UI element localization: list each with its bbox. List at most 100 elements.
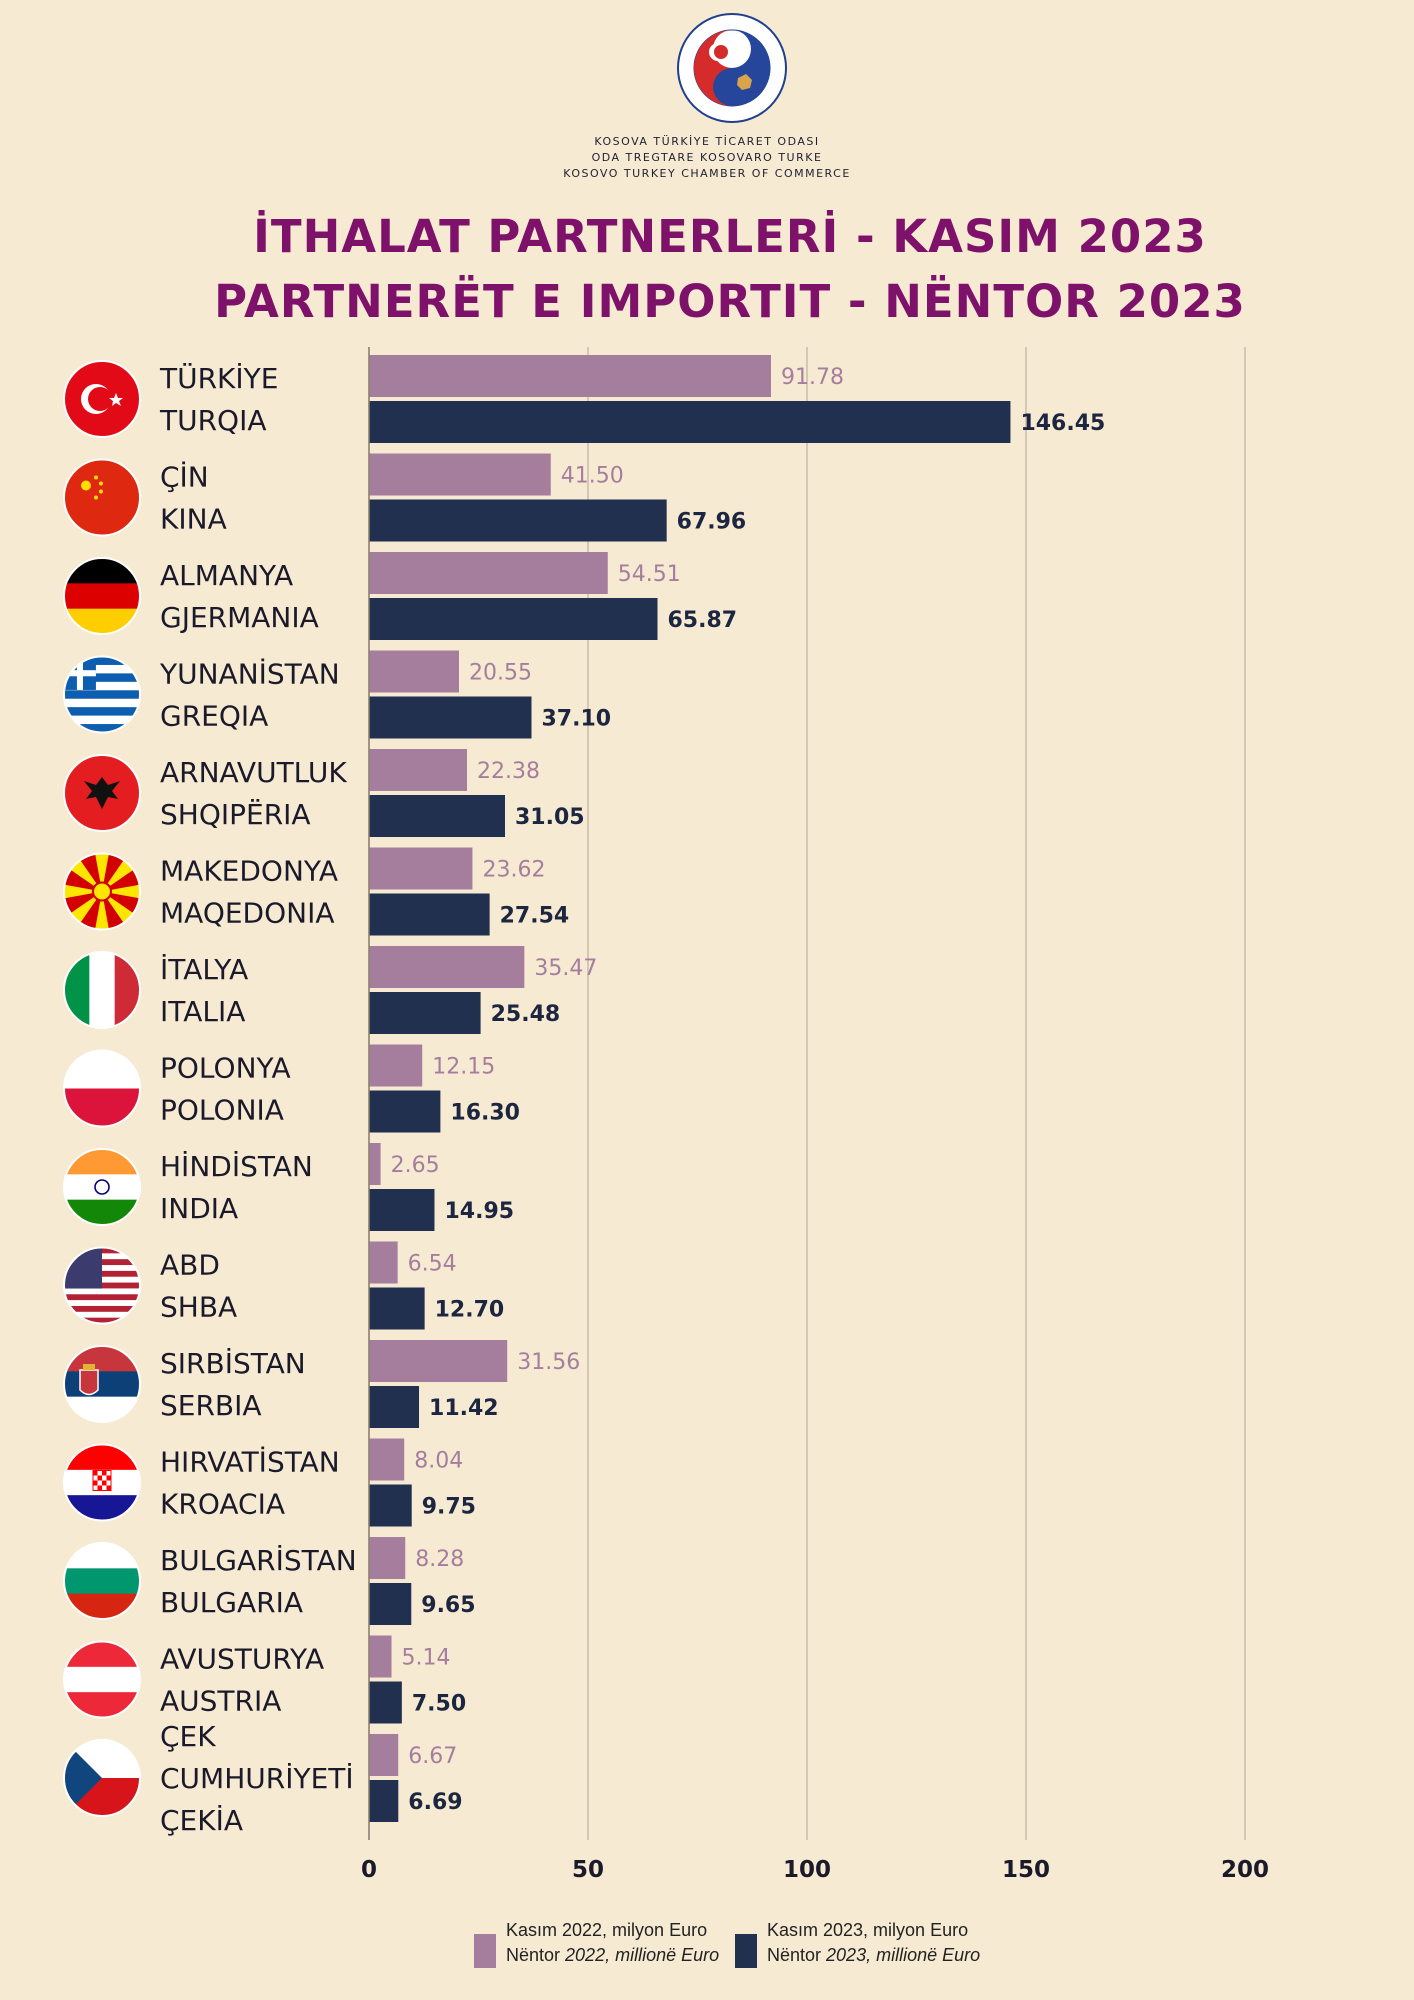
bulgaria-flag-icon (63, 1542, 141, 1620)
country-label: AVUSTURYA (160, 1643, 324, 1676)
legend-2022-line1: Kasım 2022, milyon Euro (506, 1920, 708, 1940)
country-label: HİNDİSTAN (160, 1150, 313, 1183)
bar-2023 (369, 1386, 420, 1428)
data-label-2023: 25.48 (491, 1002, 561, 1027)
data-label-2022: 31.56 (517, 1350, 580, 1375)
usa-flag-icon (63, 1246, 141, 1325)
data-label-2022: 41.50 (561, 464, 624, 489)
country-label: GREQIA (160, 700, 268, 733)
country-label: BULGARIA (160, 1586, 303, 1619)
country-label: TÜRKİYE (159, 361, 278, 395)
italy-flag-icon (63, 951, 141, 1029)
data-label-2023: 9.65 (421, 1593, 475, 1618)
data-label-2022: 91.78 (781, 365, 844, 390)
bar-2022 (369, 355, 771, 397)
country-label: BULGARİSTAN (160, 1544, 357, 1577)
country-label: KROACIA (160, 1488, 285, 1521)
country-label: MAKEDONYA (160, 855, 338, 888)
bar-2022 (369, 1143, 381, 1185)
legend-2023-line1: Kasım 2023, milyon Euro (767, 1920, 969, 1940)
austria-flag-icon (63, 1640, 141, 1719)
bar-2023 (369, 795, 505, 837)
org-line-2: ODA TREGTARE KOSOVARO TURKE (591, 151, 823, 164)
chart-subtitle: PARTNERËT E IMPORTIT - NËNTOR 2023 (214, 275, 1246, 328)
country-label: SIRBİSTAN (160, 1347, 306, 1380)
data-label-2023: 146.45 (1020, 411, 1105, 436)
data-label-2023: 6.69 (408, 1790, 462, 1815)
data-label-2022: 8.04 (414, 1449, 463, 1474)
country-label: ÇİN (160, 461, 209, 494)
north-macedonia-flag-icon (63, 852, 141, 931)
data-label-2022: 54.51 (618, 562, 681, 587)
country-label: POLONYA (160, 1052, 291, 1085)
country-label: ABD (160, 1249, 220, 1282)
bar-2022 (369, 749, 468, 791)
country-label: GJERMANIA (160, 601, 319, 634)
legend-2022-line2b: 2022, millionë Euro (565, 1945, 720, 1965)
data-label-2022: 35.47 (534, 956, 597, 981)
data-label-2023: 14.95 (444, 1199, 514, 1224)
legend-2023-line2b: 2023, millionë Euro (826, 1945, 981, 1965)
bar-2022 (369, 1044, 423, 1087)
bar-2022 (369, 1734, 399, 1776)
data-label-2022: 20.55 (469, 661, 532, 686)
bar-2023 (369, 1484, 412, 1527)
serbia-flag-icon (63, 1345, 141, 1423)
country-label: INDIA (160, 1192, 238, 1225)
x-tick-label: 200 (1221, 1857, 1269, 1883)
x-tick-label: 150 (1002, 1857, 1050, 1883)
turkey-flag-icon (63, 360, 141, 438)
bar-2022 (369, 453, 551, 496)
country-label: CUMHURİYETİ (160, 1762, 354, 1795)
bar-2023 (369, 1090, 441, 1133)
data-label-2023: 65.87 (668, 608, 738, 633)
data-label-2022: 6.54 (408, 1252, 457, 1277)
czech-flag-icon (63, 1739, 141, 1817)
data-label-2023: 12.70 (435, 1298, 505, 1323)
country-label: KINA (160, 503, 227, 536)
data-label-2023: 16.30 (450, 1101, 520, 1126)
bar-2023 (369, 1681, 402, 1724)
country-label: YUNANİSTAN (159, 658, 340, 691)
bar-2023 (369, 992, 481, 1034)
legend-2023-line2a: Nëntor (767, 1945, 827, 1965)
bar-2023 (369, 696, 532, 739)
x-tick-label: 100 (783, 1857, 831, 1883)
country-label: ARNAVUTLUK (160, 756, 347, 789)
bar-2023 (369, 401, 1011, 443)
country-label: ÇEK (160, 1720, 216, 1753)
bar-2022 (369, 650, 460, 693)
bar-2022 (369, 946, 525, 988)
data-label-2022: 23.62 (482, 858, 545, 883)
bar-2023 (369, 893, 490, 936)
data-label-2022: 6.67 (408, 1744, 457, 1769)
legend-swatch-2023 (735, 1934, 757, 1968)
legend-swatch-2022 (474, 1934, 496, 1968)
bar-chart: 0 50 100 150 200 TÜRKİYE TURQIA 91.78 146.45 ÇİN K… (63, 347, 1269, 1883)
data-label-2022: 2.65 (391, 1153, 440, 1178)
data-label-2022: 5.14 (402, 1646, 451, 1671)
chart-title: İTHALAT PARTNERLERİ - KASIM 2023 (253, 210, 1207, 263)
country-label: ALMANYA (160, 559, 293, 592)
data-label-2022: 8.28 (415, 1547, 464, 1572)
data-label-2022: 22.38 (477, 759, 540, 784)
bar-2023 (369, 1189, 435, 1231)
albania-flag-icon (63, 754, 141, 832)
organization-name: KOSOVA TÜRKİYE TİCARET ODASI ODA TREGTAR… (0, 134, 1414, 182)
data-label-2023: 11.42 (429, 1396, 499, 1421)
bar-2022 (369, 1241, 398, 1284)
bar-2022 (369, 847, 473, 890)
bar-2022 (369, 552, 608, 594)
country-label: SHQIPËRIA (160, 798, 311, 831)
x-tick-label: 50 (572, 1857, 604, 1883)
greece-flag-icon (63, 655, 141, 734)
org-line-1: KOSOVA TÜRKİYE TİCARET ODASI (594, 135, 820, 148)
bar-2023 (369, 1780, 399, 1822)
bar-2022 (369, 1438, 405, 1481)
bar-2023 (369, 598, 658, 640)
x-tick-label: 0 (361, 1857, 377, 1883)
china-flag-icon (63, 458, 141, 537)
data-label-2023: 37.10 (541, 707, 611, 732)
data-label-2023: 31.05 (515, 805, 585, 830)
data-label-2022: 12.15 (432, 1055, 495, 1080)
